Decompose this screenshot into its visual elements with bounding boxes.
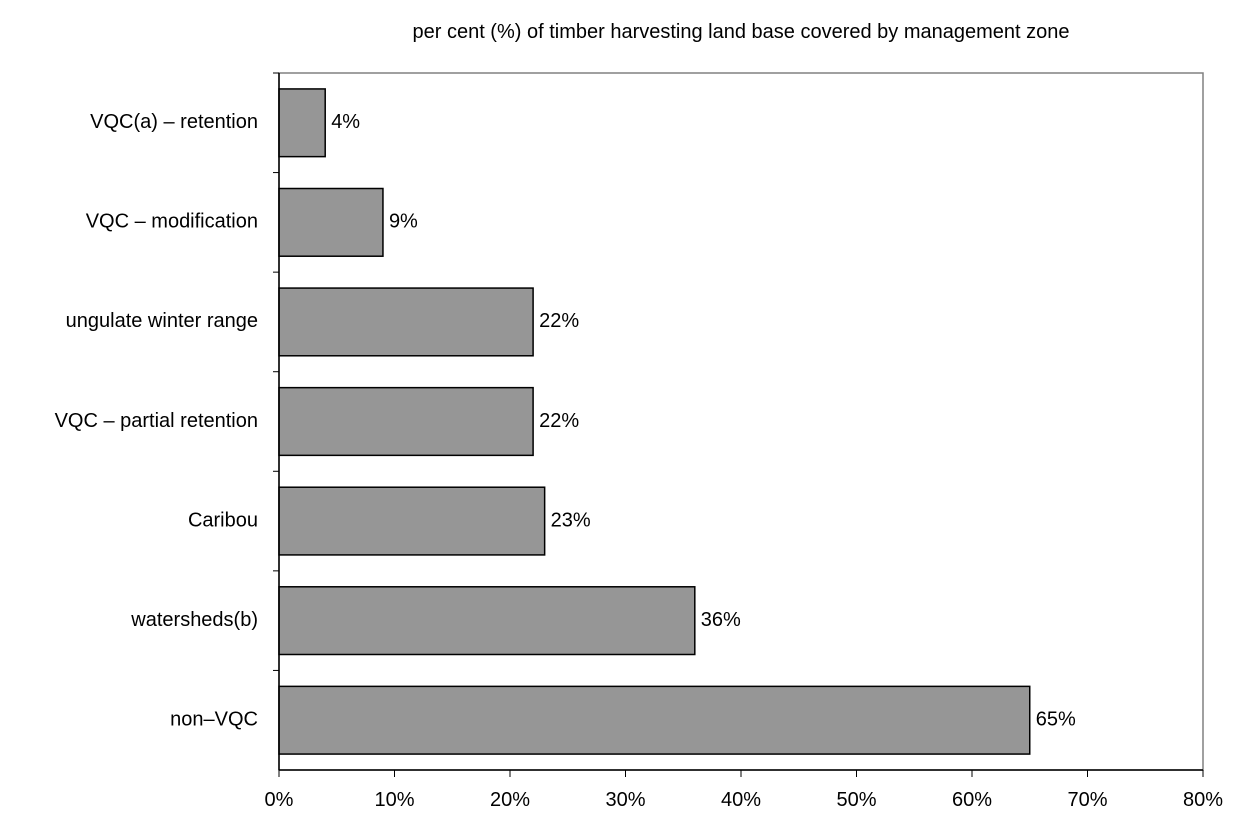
data-label: 4% [331, 111, 360, 133]
category-label: VQC – modification [86, 211, 258, 233]
x-tick-label: 0% [265, 789, 294, 811]
bar [278, 586, 696, 656]
category-label: non–VQC [170, 708, 258, 730]
data-label: 65% [1036, 708, 1076, 730]
category-label: VQC(a) – retention [90, 111, 258, 133]
x-tick-label: 30% [605, 789, 645, 811]
x-tick-label: 50% [836, 789, 876, 811]
x-tick-label: 70% [1067, 789, 1107, 811]
bar [278, 88, 326, 158]
category-label: Caribou [188, 509, 258, 531]
x-tick-label: 60% [952, 789, 992, 811]
x-tick-label: 80% [1183, 789, 1223, 811]
bar [278, 187, 384, 257]
data-label: 9% [389, 211, 418, 233]
data-label: 22% [539, 410, 579, 432]
x-tick-label: 20% [490, 789, 530, 811]
bar [278, 685, 1031, 755]
data-label: 22% [539, 310, 579, 332]
category-label: watersheds(b) [130, 609, 258, 631]
data-label: 36% [701, 609, 741, 631]
data-label: 23% [551, 509, 591, 531]
chart-title: per cent (%) of timber harvesting land b… [412, 21, 1070, 43]
bar [278, 287, 534, 357]
category-label: VQC – partial retention [55, 410, 258, 432]
x-tick-label: 40% [721, 789, 761, 811]
bar [278, 386, 534, 457]
category-label: ungulate winter range [66, 310, 258, 332]
bar [278, 486, 546, 556]
x-tick-label: 10% [374, 789, 414, 811]
